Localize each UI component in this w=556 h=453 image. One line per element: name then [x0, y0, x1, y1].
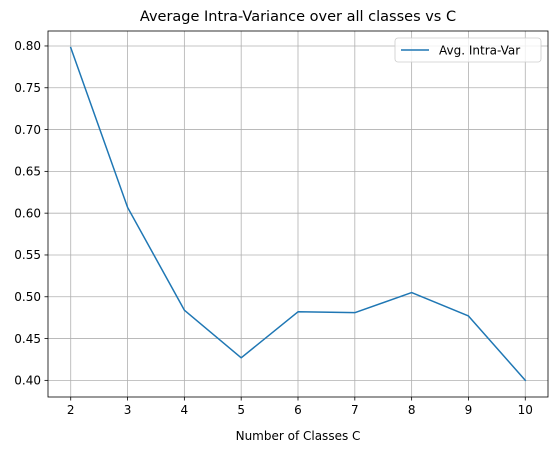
series-layer: [69, 46, 527, 382]
legend-label: Avg. Intra-Var: [439, 44, 520, 58]
y-tick-label: 0.75: [14, 81, 41, 95]
y-tick-label: 0.70: [14, 123, 41, 137]
x-tick-label: 10: [518, 403, 533, 417]
x-tick-label: 3: [124, 403, 132, 417]
axis-ticks: 2 3 4 5 6 7 8 9 10 0.40 0.45 0.50 0.55 0.60 0.65 0.70 0.…: [14, 39, 533, 417]
y-tick-label: 0.45: [14, 332, 41, 346]
x-tick-label: 2: [67, 403, 75, 417]
x-tick-label: 6: [294, 403, 302, 417]
legend-box: [394, 37, 542, 63]
x-tick-label: 9: [465, 403, 473, 417]
y-tick-label: 0.55: [14, 248, 41, 262]
legend: Avg. Intra-Var: [394, 37, 542, 63]
series-line: [69, 46, 527, 382]
x-tick-label: 8: [408, 403, 416, 417]
chart-title: Average Intra-Variance over all classes …: [140, 9, 456, 25]
y-tick-label: 0.60: [14, 206, 41, 220]
y-tick-label: 0.50: [14, 290, 41, 304]
grid: [48, 31, 548, 397]
x-tick-label: 7: [351, 403, 359, 417]
x-axis-label: Number of Classes C: [236, 429, 361, 443]
y-tick-label: 0.80: [14, 39, 41, 53]
x-tick-label: 5: [237, 403, 245, 417]
x-tick-label: 4: [181, 403, 189, 417]
y-tick-label: 0.40: [14, 374, 41, 388]
y-tick-label: 0.65: [14, 165, 41, 179]
